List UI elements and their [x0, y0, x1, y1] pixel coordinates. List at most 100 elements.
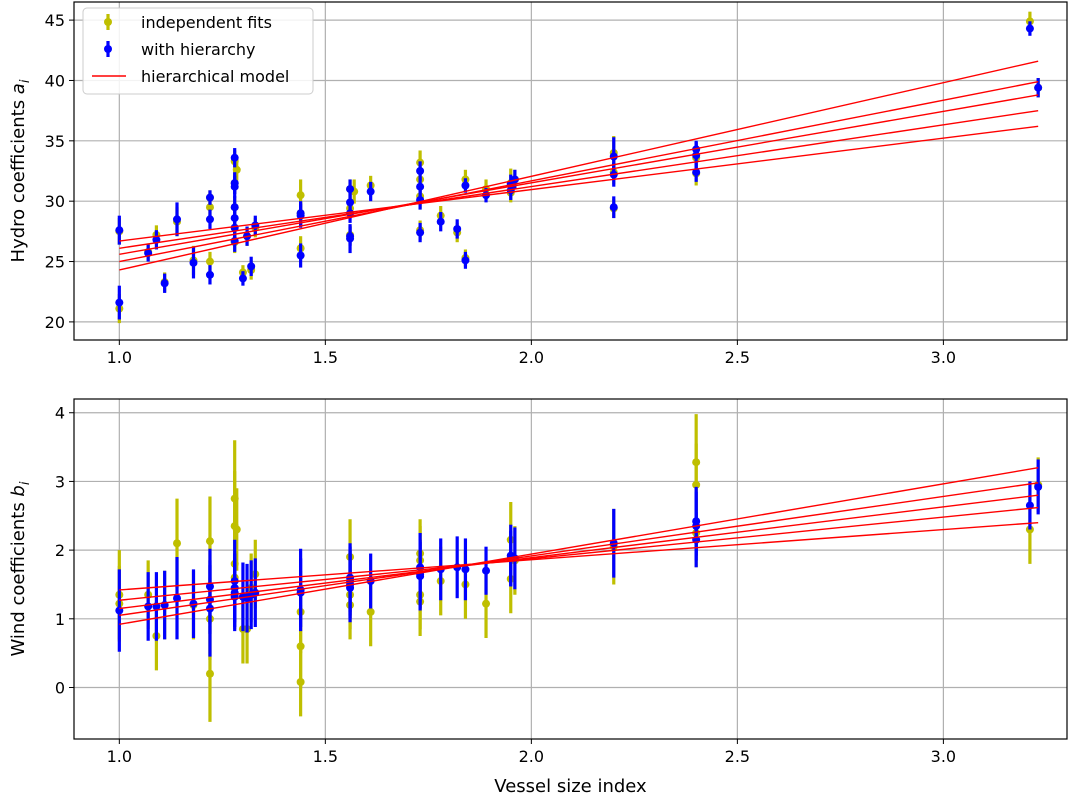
data-point — [461, 565, 470, 574]
y-axis-label-subscript: i — [18, 79, 33, 83]
x-tick-label: 2.5 — [725, 747, 750, 766]
y-axis-label-text: Wind coefficients — [8, 497, 29, 657]
plot-area — [115, 414, 1043, 722]
y-tick-label: 40 — [45, 71, 65, 90]
y-tick-label: 35 — [45, 132, 65, 151]
model-line — [119, 466, 1039, 625]
data-point — [173, 215, 182, 224]
data-point — [205, 203, 214, 212]
data-point — [482, 566, 491, 575]
y-axis-label: Hydro coefficients ai — [8, 79, 33, 262]
data-point — [115, 298, 124, 307]
data-point — [461, 181, 470, 190]
data-point — [609, 203, 618, 212]
legend-label: with hierarchy — [141, 40, 255, 59]
data-point — [692, 168, 701, 177]
y-tick-label: 0 — [55, 678, 65, 697]
data-point — [296, 191, 305, 200]
data-point — [296, 642, 305, 651]
ticks: 1.0 1.5 2.0 2.5 3.0 0 1 2 3 4 — [55, 404, 956, 766]
data-point — [173, 594, 182, 603]
model-line — [119, 94, 1039, 255]
y-axis-label-symbol: a — [8, 83, 29, 94]
series-with-hierarchy — [115, 21, 1043, 320]
legend-marker-dot — [104, 18, 112, 26]
data-point — [1034, 482, 1043, 491]
y-axis-label-text: Hydro coefficients — [8, 94, 29, 262]
data-point — [205, 270, 214, 279]
data-point — [189, 258, 198, 267]
axes-frame — [73, 1, 1068, 341]
x-tick-label: 3.0 — [931, 348, 956, 367]
model-line — [119, 521, 1039, 591]
y-tick-label: 4 — [55, 404, 65, 423]
data-point — [416, 572, 425, 581]
data-point — [296, 251, 305, 260]
x-tick-label: 1.5 — [313, 747, 338, 766]
data-point — [238, 274, 247, 283]
x-tick-label: 1.0 — [107, 348, 132, 367]
x-tick-label: 1.5 — [313, 348, 338, 367]
data-point — [251, 588, 260, 597]
data-point — [609, 539, 618, 548]
y-axis-label-subscript: i — [18, 481, 33, 485]
data-point — [296, 677, 305, 686]
model-line — [119, 80, 1039, 263]
model-line — [119, 109, 1039, 249]
plot-area — [115, 11, 1043, 324]
data-point — [346, 185, 355, 194]
data-point — [461, 256, 470, 265]
data-point — [205, 669, 214, 678]
model-line — [119, 494, 1039, 610]
data-point — [247, 262, 256, 271]
x-tick-label: 2.0 — [519, 348, 544, 367]
y-tick-label: 3 — [55, 472, 65, 491]
data-point — [366, 607, 375, 616]
y-axis-label-symbol: b — [8, 485, 29, 496]
model-line — [119, 506, 1039, 601]
data-point — [232, 525, 241, 534]
x-tick-label: 2.5 — [725, 348, 750, 367]
data-point — [346, 198, 355, 207]
data-point — [1025, 24, 1034, 33]
x-tick-label: 2.0 — [519, 747, 544, 766]
y-tick-label: 45 — [45, 11, 65, 30]
data-point — [205, 193, 214, 202]
data-point — [205, 537, 214, 546]
x-tick-label: 1.0 — [107, 747, 132, 766]
legend-box — [82, 7, 314, 95]
data-point — [205, 257, 214, 266]
data-point — [1034, 83, 1043, 92]
data-point — [436, 217, 445, 226]
data-point — [482, 599, 491, 608]
data-point — [366, 187, 375, 196]
y-tick-label: 20 — [45, 313, 65, 332]
data-point — [160, 279, 169, 288]
legend-label: independent fits — [141, 13, 272, 32]
data-point — [416, 182, 425, 191]
data-point — [692, 480, 701, 489]
legend: independent fits with hierarchy hierarchic… — [82, 7, 314, 95]
data-point — [230, 153, 239, 162]
y-tick-label: 30 — [45, 192, 65, 211]
data-point — [230, 182, 239, 191]
ticks: 1.0 1.5 2.0 2.5 3.0 20 25 30 35 40 45 — [45, 11, 956, 367]
panel-hydro: 1.0 1.5 2.0 2.5 3.0 20 25 30 35 40 45 Hydro coeffic… — [8, 1, 1068, 367]
data-point — [416, 228, 425, 237]
data-point — [346, 234, 355, 243]
y-tick-label: 2 — [55, 541, 65, 560]
series-hierarchical-model — [119, 60, 1039, 271]
x-axis-label: Vessel size index — [494, 776, 647, 797]
legend-marker-dot — [104, 45, 112, 53]
series-hierarchical-model — [119, 466, 1039, 625]
model-line — [119, 482, 1039, 617]
legend-label: hierarchical model — [141, 67, 289, 86]
data-point — [189, 599, 198, 608]
model-line — [119, 125, 1039, 242]
y-axis-label: Wind coefficients bi — [8, 481, 33, 656]
data-point — [205, 215, 214, 224]
data-point — [232, 165, 241, 174]
panel-wind: 1.0 1.5 2.0 2.5 3.0 0 1 2 3 4 Wind coefficients bi… — [8, 398, 1068, 797]
data-point — [115, 226, 124, 235]
